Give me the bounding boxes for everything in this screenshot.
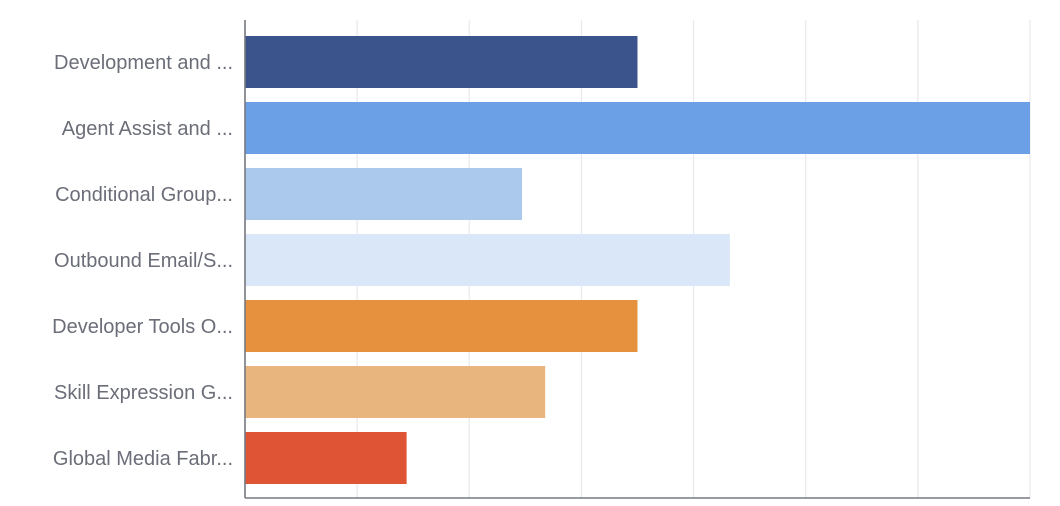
category-label-1: Development and ...	[54, 52, 233, 74]
bar-3	[245, 168, 523, 220]
category-labels: Development and ... Agent Assist and ... C…	[52, 52, 233, 470]
axes	[244, 20, 1030, 499]
bar-1	[245, 36, 638, 88]
category-label-3: Conditional Group...	[55, 184, 233, 206]
bar-2	[245, 102, 1030, 154]
bar-7	[245, 432, 407, 484]
category-label-7: Global Media Fabr...	[53, 448, 233, 470]
category-label-4: Outbound Email/S...	[54, 250, 233, 272]
category-label-6: Skill Expression G...	[54, 382, 233, 404]
category-label-5: Developer Tools O...	[52, 316, 233, 338]
category-label-2: Agent Assist and ...	[62, 118, 233, 140]
bar-6	[245, 366, 546, 418]
bar-4	[245, 234, 730, 286]
bar-5	[245, 300, 638, 352]
bars	[245, 36, 1030, 484]
